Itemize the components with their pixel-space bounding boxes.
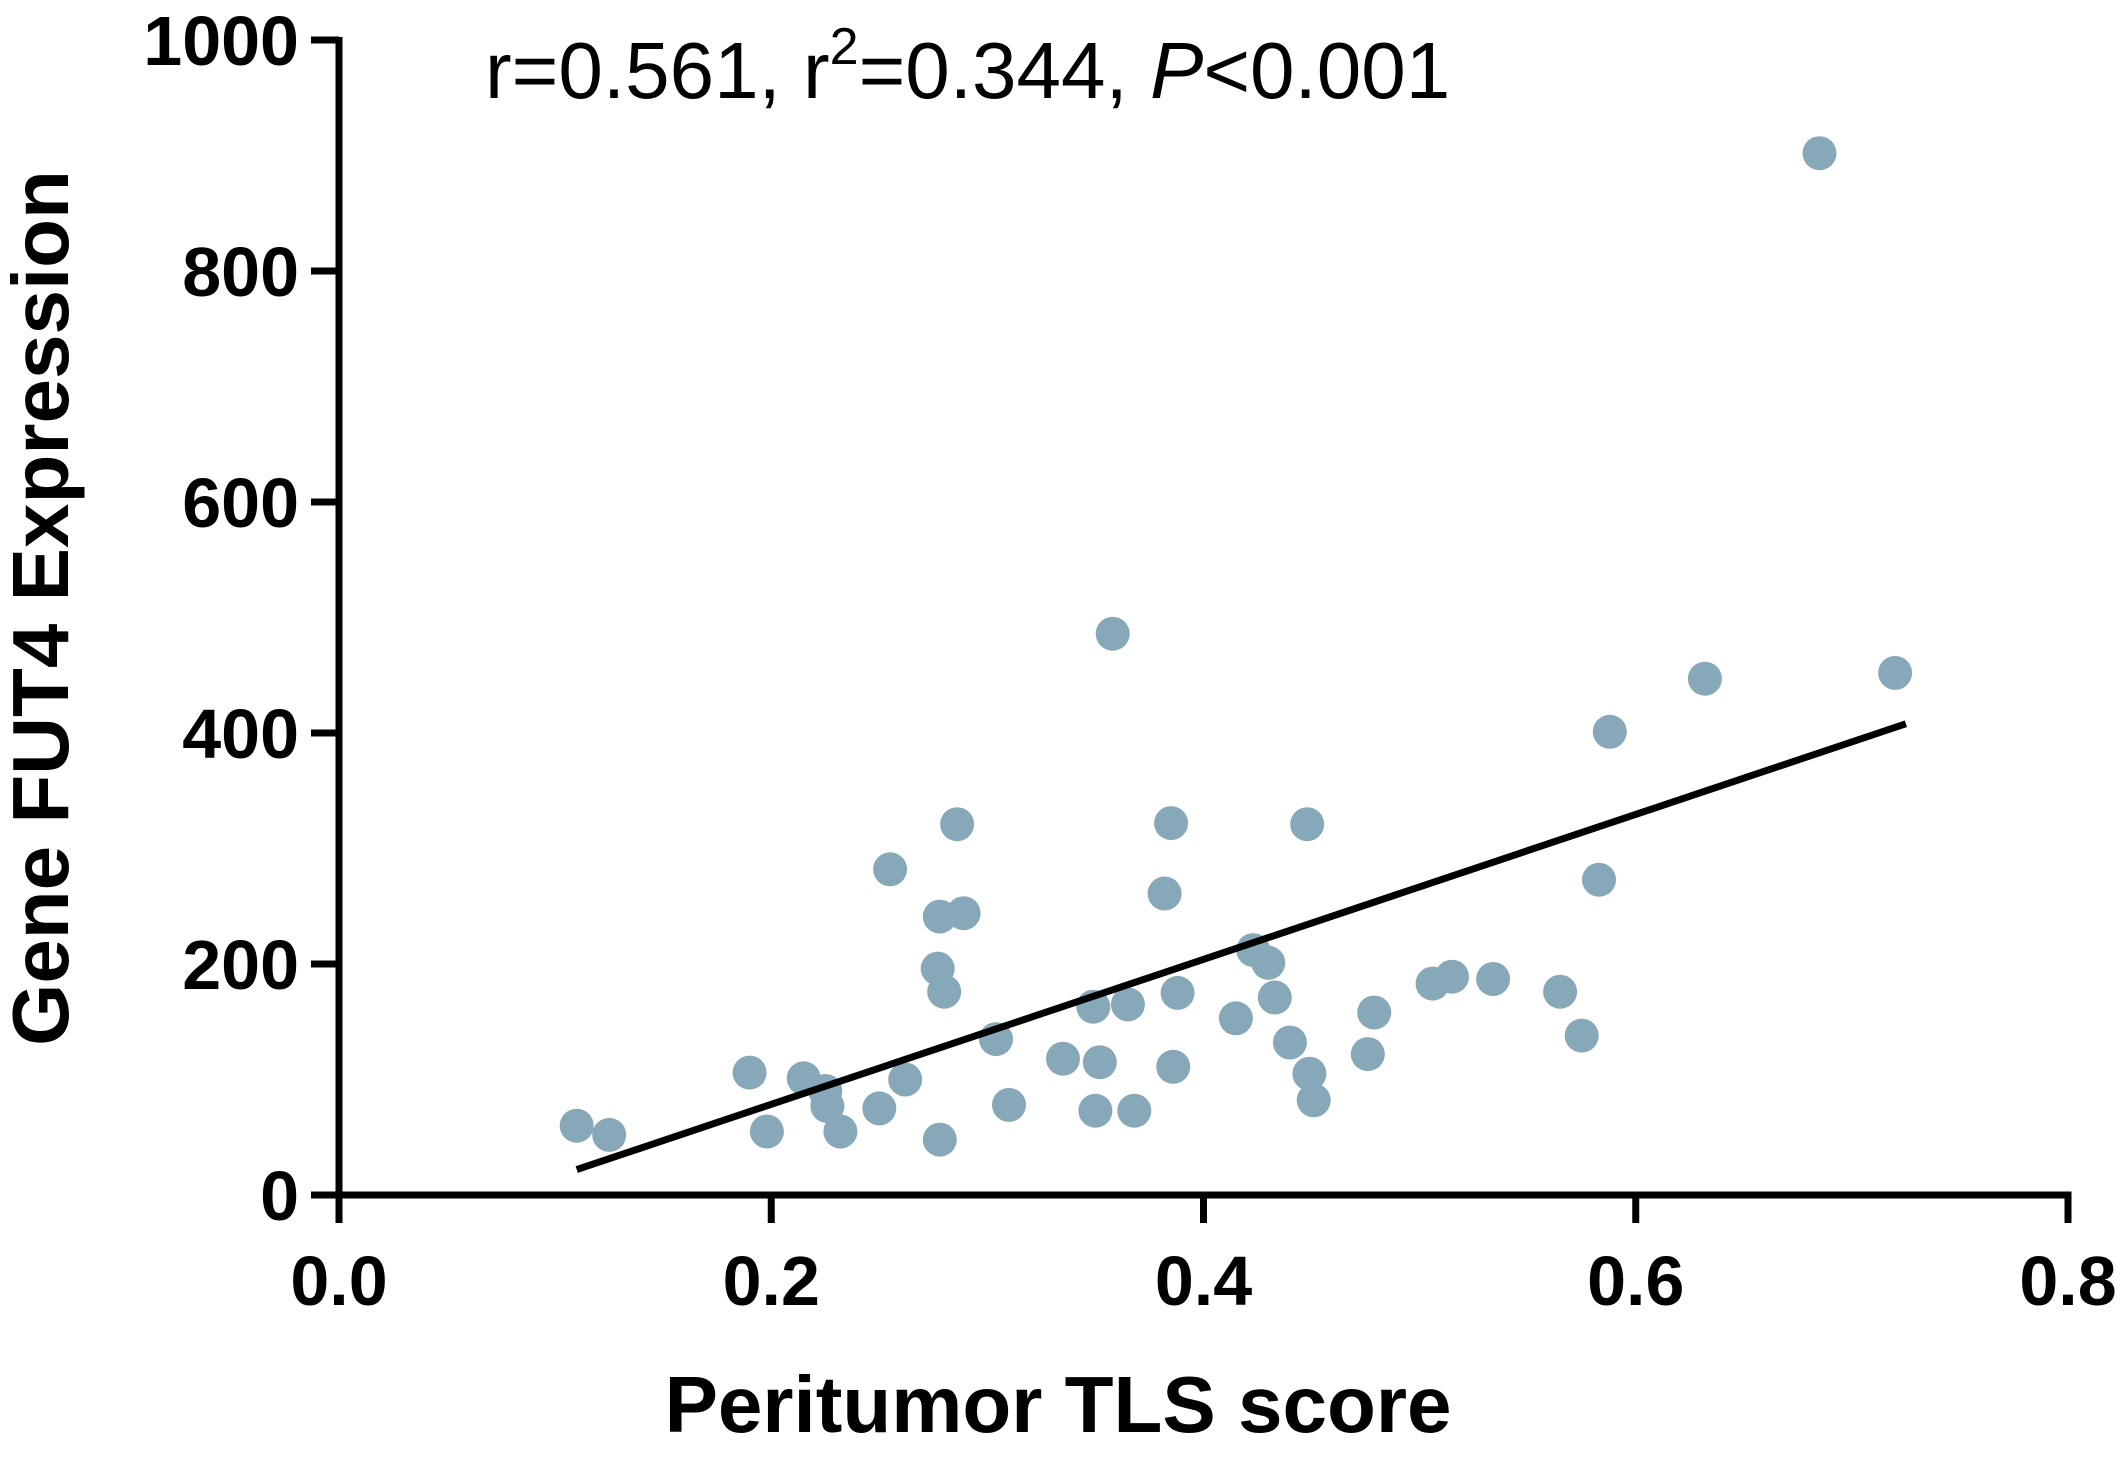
data-point xyxy=(1435,959,1469,994)
data-point xyxy=(1564,1018,1599,1053)
data-point xyxy=(1802,136,1837,171)
data-point xyxy=(1046,1041,1080,1076)
y-tick-label: 800 xyxy=(182,233,299,311)
regression-line-group xyxy=(575,720,1908,1173)
annotation-p-italic: P xyxy=(1150,26,1203,115)
data-point xyxy=(940,807,975,842)
data-point xyxy=(1687,661,1722,696)
data-point xyxy=(927,974,962,1009)
data-point xyxy=(1272,1025,1307,1060)
x-axis-title: Peritumor TLS score xyxy=(665,1360,1452,1449)
y-tick-label: 1000 xyxy=(143,2,299,80)
x-tick-label: 0.4 xyxy=(1155,1242,1252,1320)
y-tick-label: 0 xyxy=(260,1157,299,1235)
data-point xyxy=(1082,1045,1117,1080)
data-point xyxy=(1257,980,1292,1015)
data-point xyxy=(1117,1093,1152,1128)
data-point xyxy=(1350,1037,1385,1072)
data-point xyxy=(823,1114,858,1149)
annotation-r2: =0.344, xyxy=(859,26,1150,115)
data-point xyxy=(1543,974,1578,1009)
data-points xyxy=(559,136,1913,1157)
data-point xyxy=(922,1122,957,1157)
data-point xyxy=(946,896,981,931)
x-tick-label: 0.8 xyxy=(2019,1242,2116,1320)
x-tick-label: 0.0 xyxy=(290,1242,387,1320)
data-point xyxy=(1218,1001,1253,1036)
data-point xyxy=(1251,945,1286,980)
data-point xyxy=(888,1062,923,1097)
data-point xyxy=(1160,975,1195,1010)
y-tick-label: 200 xyxy=(182,926,299,1004)
data-point xyxy=(592,1117,627,1152)
data-point xyxy=(1095,616,1130,651)
annotation-p-value: <0.001 xyxy=(1203,26,1450,115)
data-point xyxy=(873,852,908,887)
data-point xyxy=(810,1089,845,1124)
data-point xyxy=(992,1087,1026,1122)
y-tick-label: 400 xyxy=(182,695,299,773)
data-point xyxy=(749,1114,784,1149)
data-point xyxy=(1878,655,1913,690)
data-point xyxy=(862,1091,897,1126)
data-point xyxy=(732,1055,767,1090)
data-point xyxy=(1296,1083,1331,1118)
data-point xyxy=(1476,962,1511,996)
annotation-superscript: 2 xyxy=(830,18,859,76)
data-point xyxy=(1290,807,1325,842)
annotation-r: r=0.561, r xyxy=(485,26,830,115)
data-point xyxy=(1078,1093,1113,1128)
data-point xyxy=(1582,862,1616,897)
annotation: r=0.561, r2=0.344, P<0.001 xyxy=(485,18,1450,115)
data-point xyxy=(1292,1056,1327,1091)
regression-line xyxy=(575,720,1908,1173)
data-point xyxy=(1357,995,1392,1030)
data-point xyxy=(1110,987,1145,1022)
svg-text:r=0.561, r2=0.344, P<0.001: r=0.561, r2=0.344, P<0.001 xyxy=(485,18,1450,115)
data-point xyxy=(1156,1049,1191,1084)
data-point xyxy=(1154,806,1189,841)
x-tick-label: 0.6 xyxy=(1587,1242,1684,1320)
data-point xyxy=(559,1108,594,1143)
y-tick-label: 600 xyxy=(182,464,299,542)
data-point xyxy=(1147,876,1182,911)
axes: 0.0 0.2 0.4 0.6 0.8 0 200 400 600 800 1000 xyxy=(143,2,2116,1320)
x-tick-label: 0.2 xyxy=(723,1242,820,1320)
y-axis-title: Gene FUT4 Expression xyxy=(0,170,85,1046)
data-point xyxy=(1592,714,1627,749)
